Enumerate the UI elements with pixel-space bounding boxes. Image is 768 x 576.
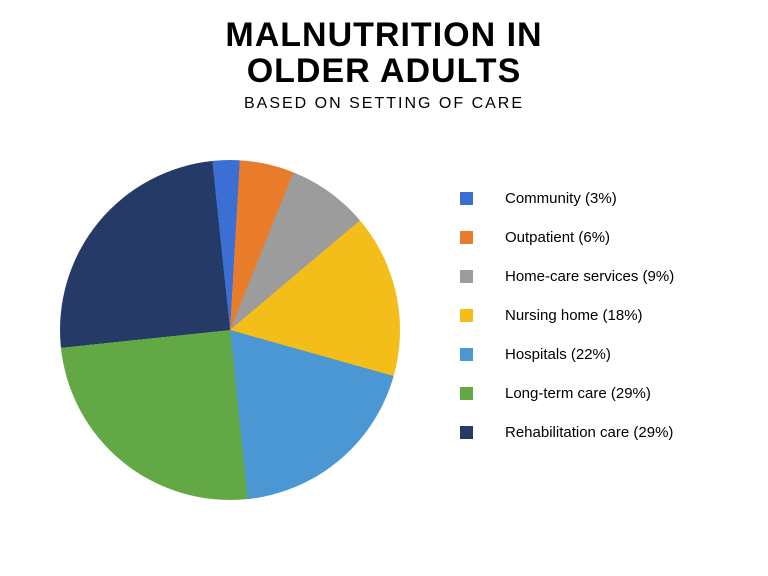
chart-title: MALNUTRITION IN OLDER ADULTS bbox=[0, 18, 768, 89]
legend: Community (3%) Outpatient (6%) Home-care s… bbox=[460, 190, 750, 463]
legend-item: Outpatient (6%) bbox=[460, 229, 750, 246]
legend-swatch bbox=[460, 387, 473, 400]
legend-label: Nursing home (18%) bbox=[505, 307, 643, 324]
legend-item: Rehabilitation care (29%) bbox=[460, 424, 750, 441]
pie-graphic bbox=[60, 160, 400, 500]
title-block: MALNUTRITION IN OLDER ADULTS BASED ON SE… bbox=[0, 0, 768, 113]
legend-label: Rehabilitation care (29%) bbox=[505, 424, 673, 441]
legend-item: Hospitals (22%) bbox=[460, 346, 750, 363]
chart-area: Community (3%) Outpatient (6%) Home-care s… bbox=[0, 140, 768, 560]
legend-swatch bbox=[460, 231, 473, 244]
legend-label: Hospitals (22%) bbox=[505, 346, 611, 363]
title-line-1: MALNUTRITION IN bbox=[0, 18, 768, 54]
legend-swatch bbox=[460, 426, 473, 439]
legend-swatch bbox=[460, 348, 473, 361]
legend-label: Home-care services (9%) bbox=[505, 268, 674, 285]
legend-label: Community (3%) bbox=[505, 190, 617, 207]
legend-item: Community (3%) bbox=[460, 190, 750, 207]
legend-swatch bbox=[460, 309, 473, 322]
legend-item: Nursing home (18%) bbox=[460, 307, 750, 324]
chart-subtitle: BASED ON SETTING OF CARE bbox=[0, 95, 768, 113]
title-line-2: OLDER ADULTS bbox=[0, 54, 768, 90]
legend-item: Home-care services (9%) bbox=[460, 268, 750, 285]
legend-swatch bbox=[460, 270, 473, 283]
legend-swatch bbox=[460, 192, 473, 205]
legend-label: Long-term care (29%) bbox=[505, 385, 651, 402]
pie-chart bbox=[60, 160, 400, 500]
legend-label: Outpatient (6%) bbox=[505, 229, 610, 246]
legend-item: Long-term care (29%) bbox=[460, 385, 750, 402]
